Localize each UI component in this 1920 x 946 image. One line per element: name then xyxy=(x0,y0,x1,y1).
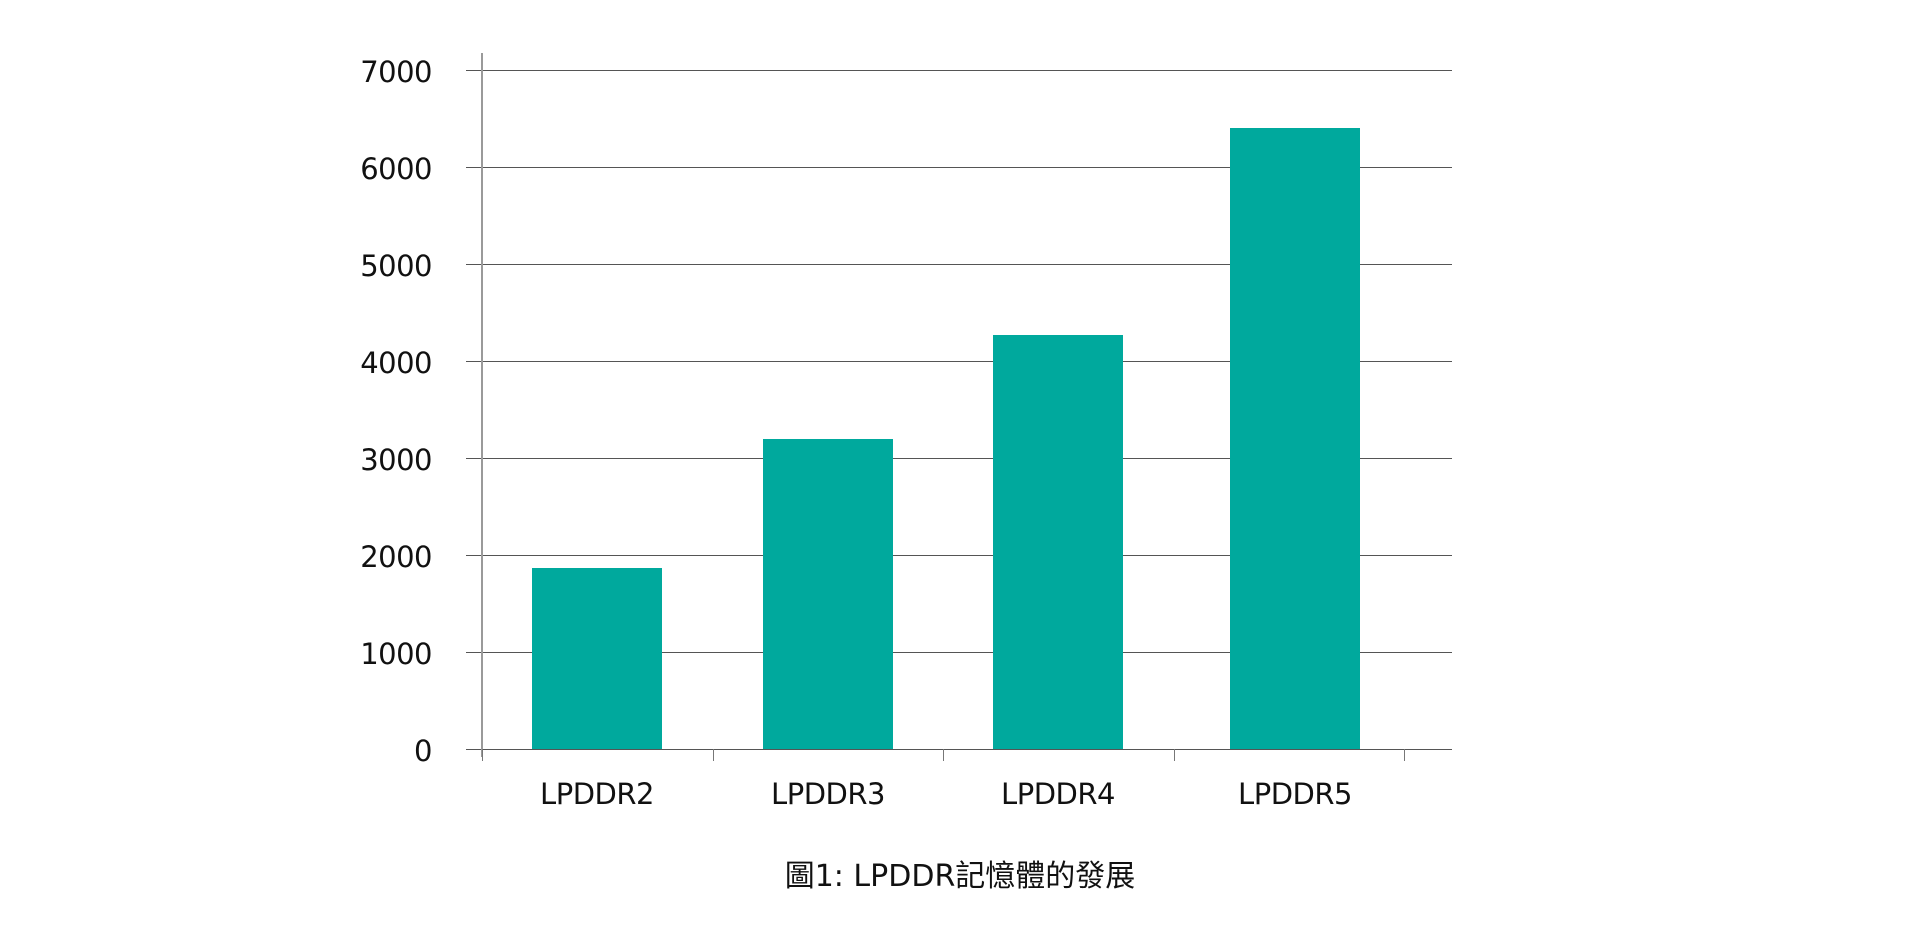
y-tick-label: 2000 xyxy=(360,540,432,574)
gridline xyxy=(466,652,1452,653)
y-tick-label: 3000 xyxy=(360,443,432,477)
gridline xyxy=(466,70,1452,71)
y-tick-label: 7000 xyxy=(360,55,432,89)
x-tick xyxy=(943,749,944,761)
gridline xyxy=(466,264,1452,265)
gridline xyxy=(466,361,1452,362)
x-tick xyxy=(482,749,483,761)
bar-lpddr3 xyxy=(763,439,893,749)
gridline xyxy=(466,555,1452,556)
bar-lpddr5 xyxy=(1230,128,1360,749)
bar-lpddr4 xyxy=(993,335,1123,749)
y-tick-label: 4000 xyxy=(360,346,432,380)
y-tick-label: 0 xyxy=(414,734,432,768)
gridline xyxy=(466,458,1452,459)
bar-lpddr2 xyxy=(532,568,662,749)
y-axis-line xyxy=(481,53,483,757)
x-tick-label: LPDDR2 xyxy=(540,777,654,811)
figure-caption: 圖1: LPDDR記憶體的發展 xyxy=(784,859,1136,894)
x-tick-label: LPDDR3 xyxy=(771,777,885,811)
x-tick xyxy=(713,749,714,761)
gridline xyxy=(466,167,1452,168)
y-tick-label: 1000 xyxy=(360,637,432,671)
y-tick-label: 6000 xyxy=(360,152,432,186)
y-tick-label: 5000 xyxy=(360,249,432,283)
x-tick-label: LPDDR4 xyxy=(1001,777,1115,811)
gridline xyxy=(466,749,1452,750)
x-tick xyxy=(1404,749,1405,761)
x-tick-label: LPDDR5 xyxy=(1238,777,1352,811)
x-tick xyxy=(1174,749,1175,761)
